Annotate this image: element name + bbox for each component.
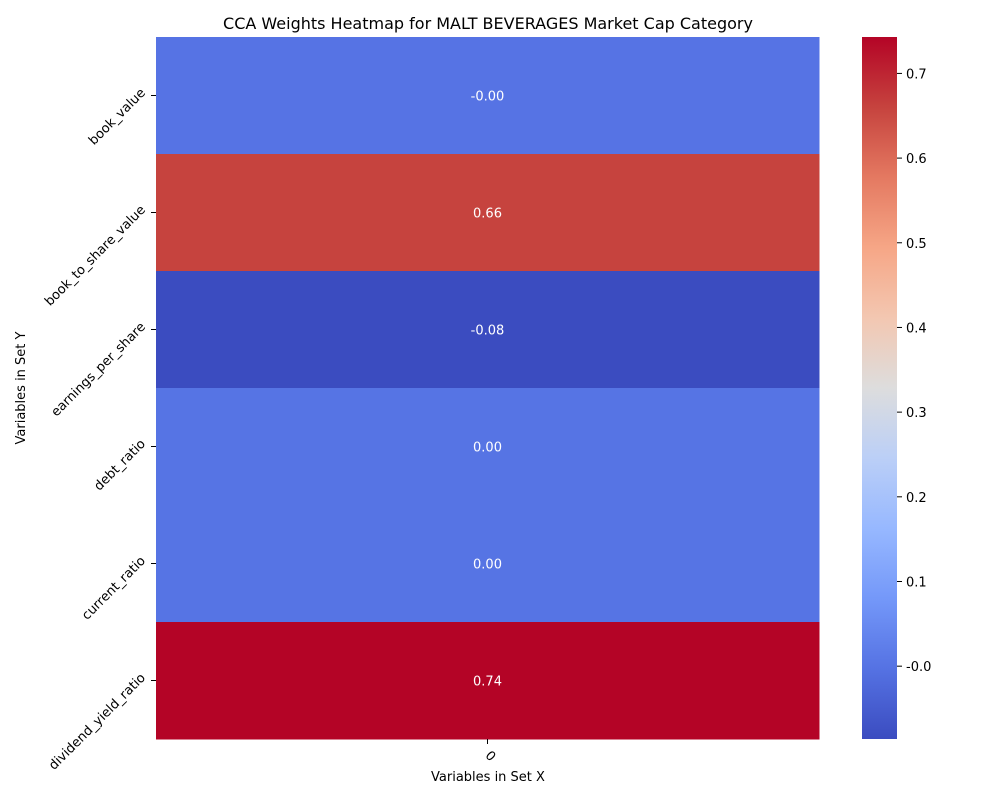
x-axis-label: Variables in Set X (431, 770, 545, 785)
colorbar-tick-label: 0.7 (906, 67, 927, 82)
colorbar-tick-label: -0.0 (906, 660, 931, 675)
y-tick-label-book_value: book_value (86, 86, 149, 149)
cell-value-label: 0.66 (473, 207, 502, 222)
colorbar-tick-label: 0.3 (906, 406, 927, 421)
colorbar-tick-label: 0.6 (906, 152, 927, 167)
heatmap-cell-dividend_yield_ratio (156, 622, 820, 740)
y-tick-label-book_to_share_value: book_to_share_value (42, 203, 149, 310)
y-tick-label-earnings_per_share: earnings_per_share (49, 320, 149, 420)
heatmap-cell-earnings_per_share (156, 271, 820, 389)
cell-value-label: -0.08 (471, 324, 505, 339)
y-tick-label-debt_ratio: debt_ratio (91, 437, 148, 494)
heatmap-cell-book_value (156, 37, 820, 155)
heatmap-cell-current_ratio (156, 505, 820, 623)
heatmap-cells: -0.00 0.66 -0.08 0.00 0.00 0.74 (156, 37, 820, 740)
chart-title: CCA Weights Heatmap for MALT BEVERAGES M… (223, 14, 753, 33)
heatmap-cell-debt_ratio (156, 388, 820, 506)
colorbar-tick-label: 0.4 (906, 321, 927, 336)
cell-value-label: -0.00 (471, 90, 505, 105)
y-axis-label: Variables in Set Y (14, 331, 29, 444)
colorbar-tick-label: 0.1 (906, 575, 927, 590)
colorbar-tick-label: 0.2 (906, 491, 927, 506)
y-axis-ticks: book_value book_to_share_valueearnings_pe… (42, 86, 156, 774)
x-tick-label-0: 0 (482, 748, 498, 764)
y-tick-label-dividend_yield_ratio: dividend_yield_ratio (46, 671, 149, 774)
y-tick-label-current_ratio: current_ratio (79, 554, 149, 624)
colorbar-tick-label: 0.5 (906, 237, 927, 252)
x-axis-ticks: 0 (482, 739, 498, 765)
cell-value-label: 0.00 (473, 558, 502, 573)
colorbar-ticks: -0.0 0.1 0.2 0.3 0.4 0.5 0.6 0.7 (897, 67, 931, 675)
heatmap-cell-book_to_share_value (156, 154, 820, 272)
cell-value-label: 0.00 (473, 441, 502, 456)
cell-value-label: 0.74 (473, 675, 502, 690)
colorbar (862, 37, 897, 739)
